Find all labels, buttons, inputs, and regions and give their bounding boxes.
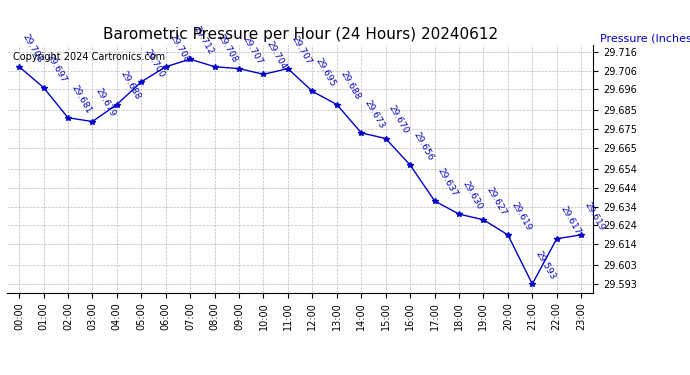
Text: 29.673: 29.673 xyxy=(363,98,386,130)
Text: 29.681: 29.681 xyxy=(70,83,93,115)
Text: 29.679: 29.679 xyxy=(94,87,117,119)
Text: 29.704: 29.704 xyxy=(265,40,288,72)
Title: Barometric Pressure per Hour (24 Hours) 20240612: Barometric Pressure per Hour (24 Hours) … xyxy=(103,27,497,42)
Text: 29.708: 29.708 xyxy=(21,32,44,64)
Text: 29.700: 29.700 xyxy=(143,47,166,79)
Text: 29.688: 29.688 xyxy=(118,70,142,102)
Text: 29.619: 29.619 xyxy=(582,200,606,232)
Text: 29.707: 29.707 xyxy=(240,34,264,66)
Text: 29.708: 29.708 xyxy=(167,32,190,64)
Text: 29.593: 29.593 xyxy=(533,249,558,281)
Text: 29.619: 29.619 xyxy=(509,200,533,232)
Text: 29.695: 29.695 xyxy=(314,57,337,88)
Text: 29.656: 29.656 xyxy=(411,130,435,162)
Text: 29.617: 29.617 xyxy=(558,204,582,236)
Text: 29.688: 29.688 xyxy=(338,70,362,102)
Text: Pressure (Inches/Hg): Pressure (Inches/Hg) xyxy=(600,34,690,44)
Text: 29.637: 29.637 xyxy=(436,166,460,198)
Text: 29.630: 29.630 xyxy=(460,180,484,212)
Text: Copyright 2024 Cartronics.com: Copyright 2024 Cartronics.com xyxy=(13,53,165,62)
Text: 29.707: 29.707 xyxy=(289,34,313,66)
Text: 29.708: 29.708 xyxy=(216,32,239,64)
Text: 29.712: 29.712 xyxy=(192,25,215,56)
Text: 29.670: 29.670 xyxy=(387,104,411,136)
Text: 29.627: 29.627 xyxy=(485,185,509,217)
Text: 29.697: 29.697 xyxy=(45,53,68,85)
